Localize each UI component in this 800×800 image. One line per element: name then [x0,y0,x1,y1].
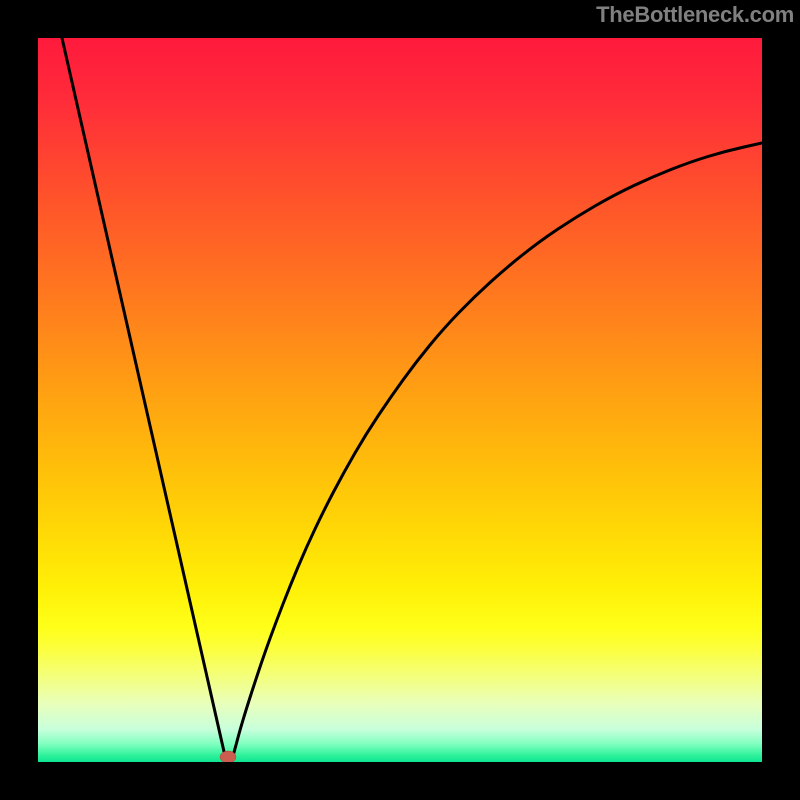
watermark-text: TheBottleneck.com [596,2,794,28]
bottleneck-chart [0,0,800,800]
chart-container: TheBottleneck.com [0,0,800,800]
